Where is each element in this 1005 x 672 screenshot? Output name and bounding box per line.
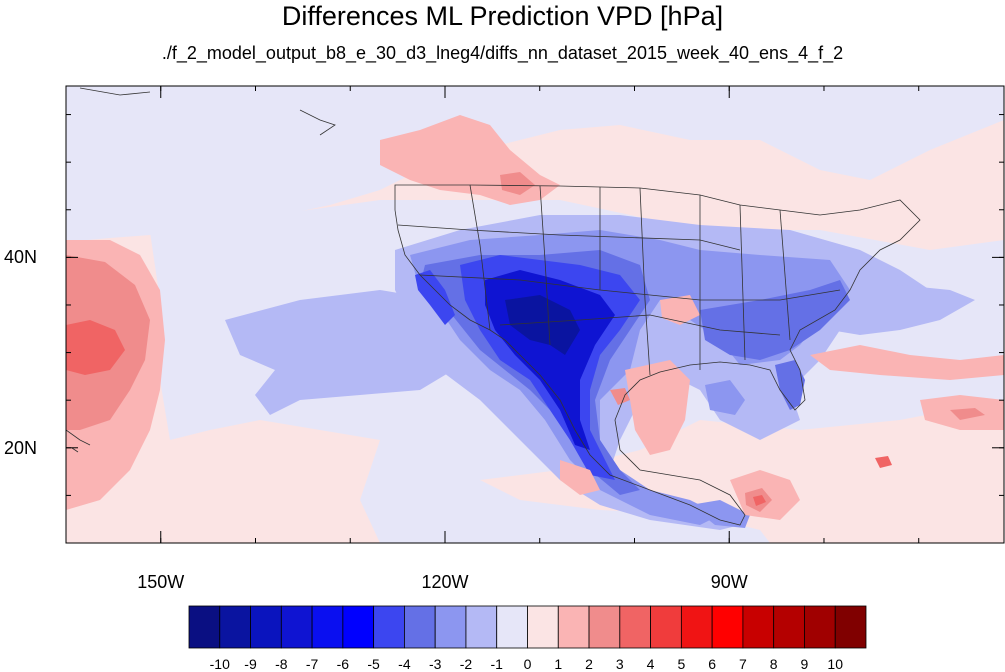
colorbar-swatch <box>742 605 775 649</box>
region-blue-gulf-spot <box>705 380 745 415</box>
region-blue-florida <box>775 360 805 410</box>
lon-tick-label: 150W <box>137 572 185 592</box>
colorbar-swatch <box>773 605 805 649</box>
colorbar-swatch <box>711 605 744 649</box>
lat-tick-label: 40N <box>4 247 38 268</box>
colorbar-swatch <box>219 605 251 649</box>
region-red-oklahoma <box>660 295 700 325</box>
region-light-blue-pacific-north <box>66 86 1004 242</box>
colorbar-label: -3 <box>428 656 442 672</box>
colorbar-swatch <box>404 605 436 649</box>
colorbar-swatch <box>804 605 836 649</box>
colorbar-label: 6 <box>708 656 717 672</box>
region-red-atlantic-spot <box>950 408 985 420</box>
colorbar-swatch <box>342 605 375 649</box>
colorbar-swatch <box>650 605 682 649</box>
colorbar-swatch <box>619 605 651 649</box>
colorbar-label: 5 <box>677 656 686 672</box>
region-dark-blue-california <box>415 270 455 325</box>
colorbar <box>188 605 867 649</box>
vpd-difference-map <box>65 85 1005 544</box>
colorbar-swatch <box>373 605 405 649</box>
region-red-hawaii-peak <box>66 320 125 375</box>
region-darkest-blue-core <box>505 295 580 355</box>
region-red-small-spot <box>875 456 892 468</box>
colorbar-label: 8 <box>769 656 778 672</box>
colorbar-label: 9 <box>800 656 809 672</box>
colorbar-swatch <box>496 605 528 649</box>
colorbar-swatch <box>680 605 713 649</box>
lon-tick-label: 120W <box>421 572 469 592</box>
colorbar-label: 1 <box>554 656 563 672</box>
map-frame <box>65 85 1005 544</box>
colorbar-swatch <box>188 605 221 649</box>
colorbar-label: -4 <box>398 656 411 672</box>
colorbar-label: -10 <box>209 656 230 672</box>
colorbar-label: -8 <box>275 656 288 672</box>
region-red-atlantic <box>810 345 1004 380</box>
colorbar-label: 2 <box>585 656 593 672</box>
colorbar-label: 3 <box>615 656 624 672</box>
plot-subtitle: ./f_2_model_output_b8_e_30_d3_lneg4/diff… <box>161 43 844 63</box>
colorbar-swatch <box>588 605 621 649</box>
colorbar-swatch <box>280 605 313 649</box>
region-blue-southeast <box>700 280 850 360</box>
coastlines <box>66 87 921 526</box>
colorbar-label: 10 <box>827 656 843 672</box>
colorbar-swatch <box>434 605 467 649</box>
colorbar-swatch <box>311 605 344 649</box>
lon-tick-label: 90W <box>710 572 748 592</box>
colorbar-swatch <box>527 605 559 649</box>
colorbar-swatch <box>465 605 498 649</box>
colorbar-label: -9 <box>244 656 257 672</box>
colorbar-label: -6 <box>336 656 350 672</box>
colorbar-label: 4 <box>646 656 655 672</box>
lat-tick-label: 20N <box>4 437 38 458</box>
region-red-texas-gulf <box>625 360 690 455</box>
colorbar-label: -7 <box>305 656 319 672</box>
region-red-mexico <box>560 460 600 495</box>
region-red-texas-spot <box>610 388 630 405</box>
region-blue-atlantic <box>830 285 975 335</box>
colorbar-swatch <box>834 605 867 649</box>
region-red-caribbean-peak <box>753 495 766 506</box>
colorbar-label: -2 <box>459 656 473 672</box>
colorbar-swatch <box>557 605 590 649</box>
colorbar-label: 7 <box>739 656 747 672</box>
colorbar-label: -5 <box>367 656 380 672</box>
colorbar-swatch <box>250 605 282 649</box>
colorbar-label: -1 <box>490 656 503 672</box>
region-red-canada-spot <box>500 172 535 195</box>
region-blue-caribbean <box>690 500 750 528</box>
colorbar-label: 0 <box>523 656 532 672</box>
plot-title: Differences ML Prediction VPD [hPa] <box>281 1 724 31</box>
axis-ticks <box>65 86 1004 543</box>
